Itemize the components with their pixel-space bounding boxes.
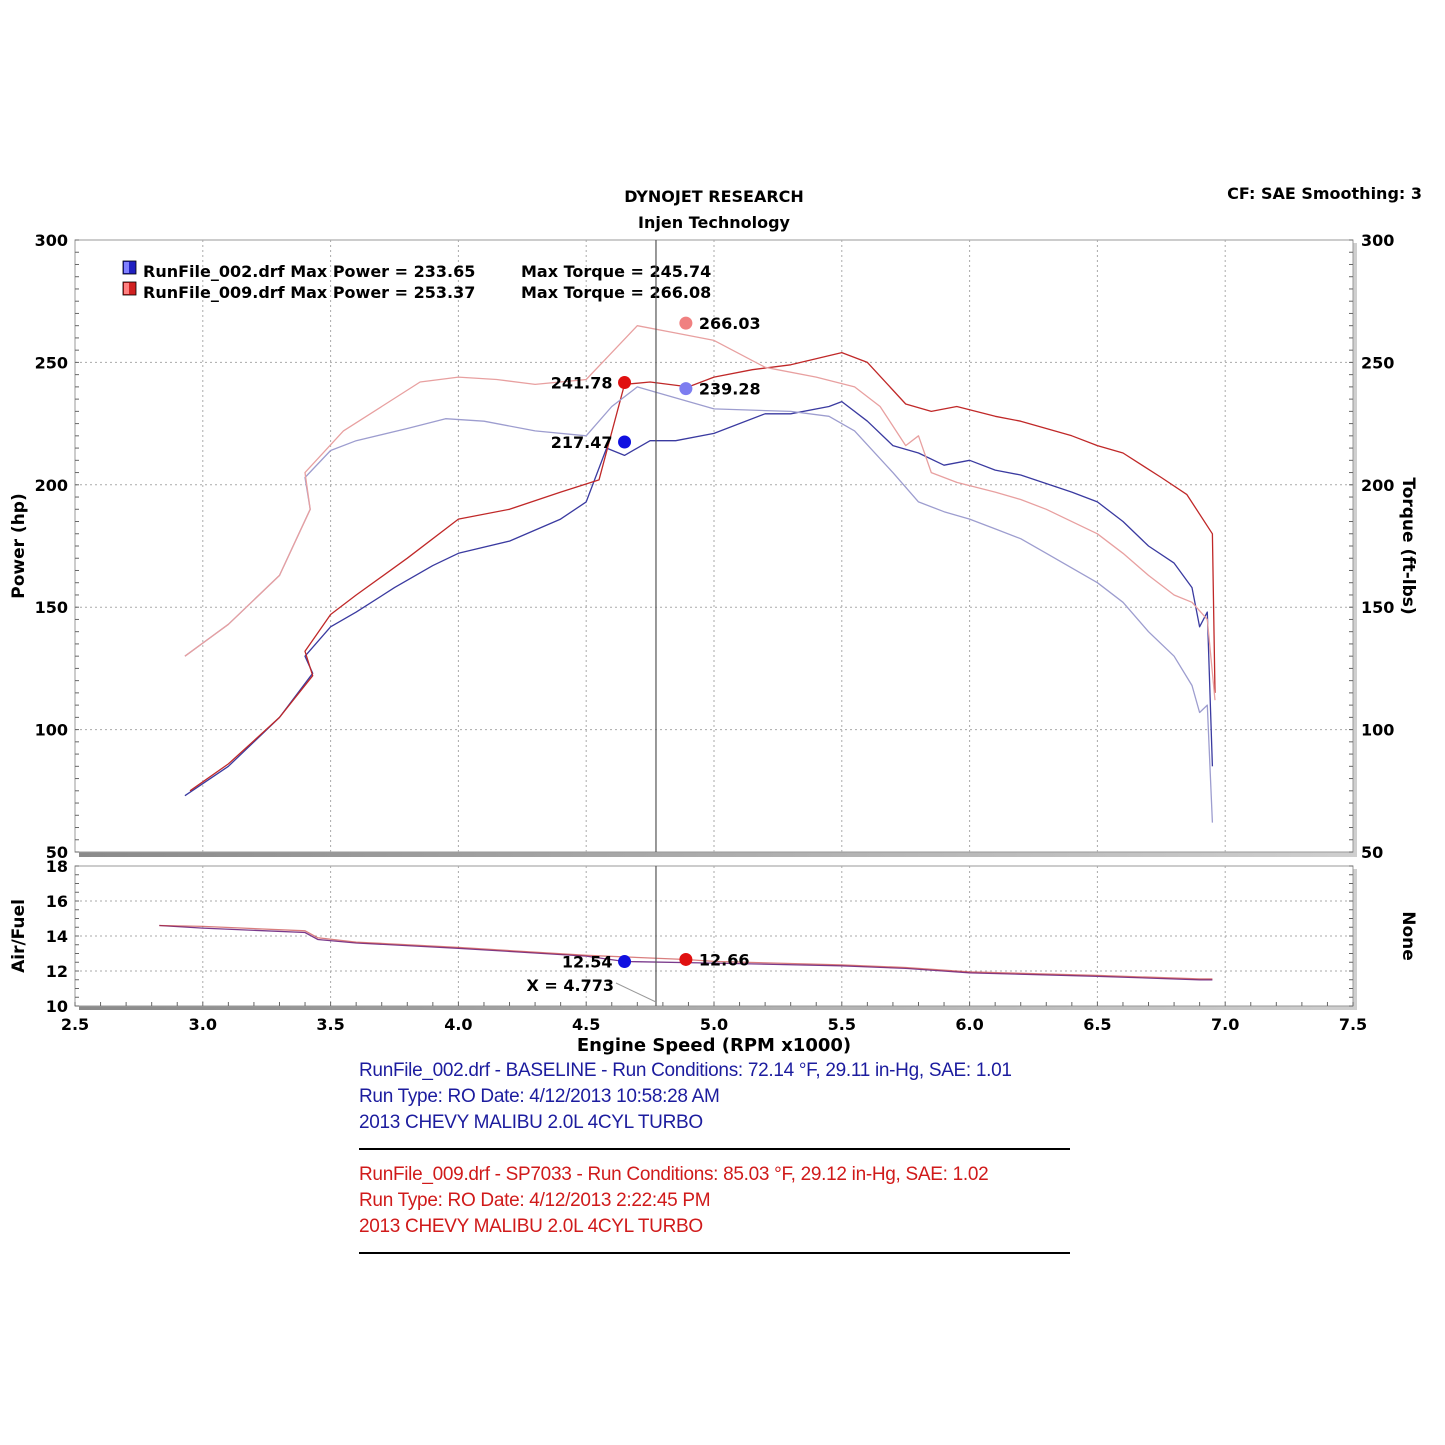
legend-torque-baseline: Max Torque = 245.74 [521,262,711,281]
x-axis-title: Engine Speed (RPM x1000) [577,1035,851,1056]
x-tick-label: 6.5 [1083,1015,1111,1034]
y-tick-label-torque: 50 [1361,843,1383,862]
x-tick-label: 7.0 [1211,1015,1239,1034]
x-tick-label: 3.5 [316,1015,344,1034]
x-tick-label: 5.0 [700,1015,728,1034]
chart-settings: CF: SAE Smoothing: 3 [1227,184,1422,203]
chart-subtitle: Injen Technology [638,213,790,232]
x-tick-label: 7.5 [1339,1015,1367,1034]
y-tick-label-airfuel: 12 [46,962,68,981]
series-line-sp7033-torque [184,325,1216,701]
marker-dot-power-3 [679,316,693,330]
run-info-baseline: RunFile_002.drf - BASELINE - Run Conditi… [359,1058,1012,1136]
legend: RunFile_002.drf Max Power = 233.65 Max T… [122,260,711,302]
legend-swatch-sp7033-highlight [124,283,129,294]
chart-title: DYNOJET RESEARCH [624,187,804,206]
y-tick-label-power: 50 [46,843,68,862]
run-info-baseline-line-1: RunFile_002.drf - BASELINE - Run Conditi… [359,1060,1012,1081]
legend-torque-sp7033: Max Torque = 266.08 [521,283,711,302]
marker-dot-power-2 [679,382,693,396]
x-tick-label: 6.0 [955,1015,983,1034]
legend-swatch-baseline-highlight [124,262,129,273]
legend-label-sp7033: RunFile_009.drf Max Power = 253.37 [143,283,475,302]
run-info-baseline-line-2: Run Type: RO Date: 4/12/2013 10:58:28 AM [359,1086,720,1107]
axis-ticks: 2.5 3.0 3.5 4.0 4.5 5.0 5.5 6.0 6.5 7.0 7.5 50 50 100… [35,231,1395,1034]
run-info-sp7033-line-3: 2013 CHEVY MALIBU 2.0L 4CYL TURBO [359,1216,703,1237]
marker-label-power-0: 217.47 [551,433,613,452]
y-tick-label-airfuel: 18 [46,857,68,876]
marker-label-airfuel-0: 12.54 [562,953,613,972]
marker-label-power-1: 241.78 [551,374,613,393]
run-info-sp7033-line-2: Run Type: RO Date: 4/12/2013 2:22:45 PM [359,1190,711,1211]
series-line-baseline-torque [184,386,1214,823]
y-axis-title-airfuel: Air/Fuel [9,899,29,973]
run-info-divider-1 [359,1148,1070,1150]
marker-dot-power-0 [618,435,632,449]
marker-dot-power-1 [618,376,632,390]
af-grid [75,866,1353,1006]
marker-label-power-2: 239.28 [699,380,761,399]
y-tick-label-power: 150 [35,598,68,617]
y-tick-label-power: 250 [35,353,68,372]
cursor-leader-line [615,982,657,1003]
x-tick-label: 2.5 [61,1015,89,1034]
legend-label-baseline: RunFile_002.drf Max Power = 233.65 [143,262,475,281]
y-tick-label-airfuel: 10 [46,997,68,1016]
x-tick-label: 4.0 [444,1015,472,1034]
marker-dot-airfuel-1 [679,952,693,966]
y-tick-label-airfuel: 14 [46,927,68,946]
y-axis-title-power: Power (hp) [9,493,29,599]
y-tick-label-power: 100 [35,721,68,740]
y-tick-label-torque: 100 [1361,721,1394,740]
marker-dot-airfuel-0 [618,955,632,969]
y-axis-title-none: None [1398,911,1418,961]
y-tick-label-torque: 300 [1361,231,1394,250]
y-tick-label-power: 300 [35,231,68,250]
power-grid [75,240,1353,852]
x-tick-label: 3.0 [189,1015,217,1034]
series-line-baseline-power [184,400,1214,797]
y-tick-label-torque: 200 [1361,476,1394,495]
y-tick-label-torque: 250 [1361,353,1394,372]
y-tick-label-torque: 150 [1361,598,1394,617]
y-tick-label-airfuel: 16 [46,892,68,911]
markers: 217.47 241.78 239.28 266.03 12.54 12.66 [551,314,761,971]
cursor-readout: X = 4.773 [526,976,614,995]
series-line-sp7033-power [189,351,1216,792]
marker-label-airfuel-1: 12.66 [699,950,750,969]
run-info-sp7033: RunFile_009.drf - SP7033 - Run Condition… [359,1162,989,1240]
y-axis-title-torque: Torque (ft-lbs) [1398,477,1418,614]
x-tick-label: 5.5 [828,1015,856,1034]
y-tick-label-power: 200 [35,476,68,495]
run-info-divider-2 [359,1252,1070,1254]
run-info-baseline-line-3: 2013 CHEVY MALIBU 2.0L 4CYL TURBO [359,1112,703,1133]
run-info-sp7033-line-1: RunFile_009.drf - SP7033 - Run Condition… [359,1164,989,1185]
marker-label-power-3: 266.03 [699,314,761,333]
x-tick-label: 4.5 [572,1015,600,1034]
power-torque-series [184,325,1216,823]
